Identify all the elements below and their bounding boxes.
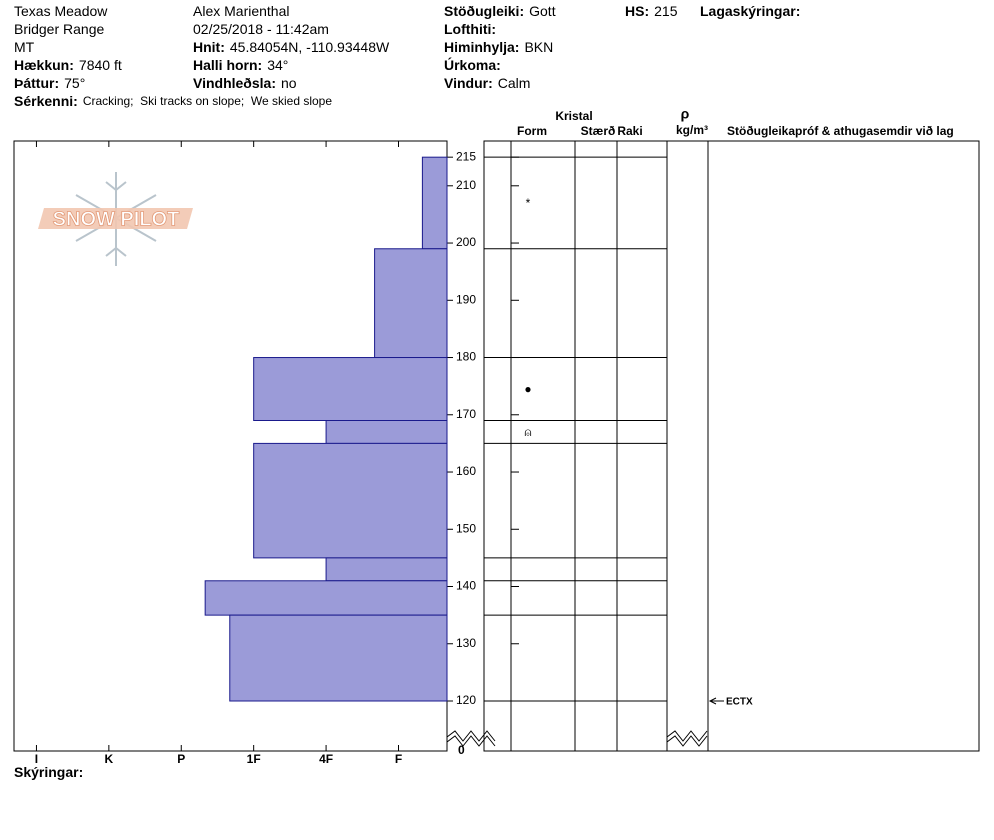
y-tick-label: 210 — [456, 178, 476, 192]
axis-break — [666, 735, 708, 747]
hardness-bar — [253, 357, 448, 421]
field-label: Skýringar: — [14, 764, 83, 780]
hardness-bar — [421, 156, 448, 250]
header-field: Hnit: 45.84054N, -110.93448W — [193, 39, 390, 55]
header-field: Úrkoma: — [444, 56, 501, 73]
field-label: Úrkoma: — [444, 56, 501, 73]
field-value: Texas Meadow — [14, 3, 108, 19]
x-tick-label: P — [177, 752, 185, 766]
comments-header: Stöðugleikapróf & athugasemdir við lag — [727, 124, 954, 138]
field-label: Lofthiti: — [444, 21, 496, 37]
logo-text: SNOW PILOT — [53, 208, 180, 230]
y-tick-label: 150 — [456, 521, 476, 535]
field-value: 7840 ft — [79, 57, 122, 73]
field-value: Alex Marienthal — [193, 3, 290, 19]
grain-form: ⍝ — [524, 425, 531, 439]
y-tick-label: 140 — [456, 579, 476, 593]
column-group: Kristal — [555, 109, 592, 123]
header-field: MT — [14, 39, 35, 55]
header-field: Vindur: Calm — [444, 75, 530, 91]
header-field: Vindhleðsla: no — [193, 75, 297, 91]
field-label: Hnit: — [193, 39, 225, 55]
field-label: Halli horn: — [193, 57, 262, 73]
x-tick-label: K — [105, 752, 114, 766]
header-field: Lagaskýringar: — [700, 3, 800, 19]
x-tick-label: F — [395, 752, 402, 766]
header-field: Himinhylja: BKN — [444, 39, 553, 55]
header-field: HS: 215 — [625, 3, 678, 19]
test-label: ECTX — [726, 697, 753, 708]
hardness-bar — [325, 557, 448, 582]
hardness-bar — [325, 420, 448, 444]
column-header: Form — [517, 124, 547, 138]
field-value: 34° — [267, 57, 288, 73]
field-label: Stöðugleiki: — [444, 3, 524, 19]
density-unit: kg/m³ — [676, 123, 708, 137]
grain-form: ● — [524, 382, 531, 396]
field-label: Sérkenni: — [14, 93, 78, 109]
header-field: Sérkenni: Cracking; Ski tracks on slope; … — [14, 93, 332, 109]
y-break-label: 0 — [458, 743, 465, 757]
y-tick-label: 215 — [456, 149, 476, 163]
header-field: 02/25/2018 - 11:42am — [193, 21, 329, 37]
header-field: Texas Meadow — [14, 3, 108, 19]
field-value: Gott — [529, 3, 556, 19]
field-value: BKN — [524, 39, 553, 55]
x-tick-label: I — [35, 752, 38, 766]
y-tick-label: 190 — [456, 292, 476, 306]
field-value: Calm — [498, 75, 531, 91]
x-tick-label: 4F — [319, 752, 333, 766]
y-tick-label: 200 — [456, 235, 476, 249]
field-label: Himinhylja: — [444, 39, 519, 55]
field-value: Cracking; Ski tracks on slope; We skied … — [83, 94, 333, 108]
y-tick-label: 130 — [456, 636, 476, 650]
grain-form: * — [526, 196, 531, 210]
y-tick-label: 160 — [456, 464, 476, 478]
field-label: Lagaskýringar: — [700, 3, 800, 19]
field-value: Bridger Range — [14, 21, 104, 37]
column-header: Stærð — [581, 124, 616, 138]
field-value: no — [281, 75, 297, 91]
field-value: 45.84054N, -110.93448W — [230, 39, 390, 55]
hardness-bar — [374, 248, 448, 359]
table-frame — [483, 140, 980, 752]
field-value: 02/25/2018 - 11:42am — [193, 21, 329, 37]
table-columns — [510, 141, 709, 751]
hardness-bar — [229, 614, 448, 702]
header-field: Lofthiti: — [444, 21, 496, 37]
field-label: Vindur: — [444, 75, 493, 91]
y-tick-label: 120 — [456, 693, 476, 707]
field-label: Hækkun: — [14, 57, 74, 73]
hardness-bar — [253, 442, 448, 559]
field-value: 75° — [64, 75, 85, 91]
column-header: Raki — [617, 124, 642, 138]
field-label: HS: — [625, 3, 649, 19]
header-field: Bridger Range — [14, 21, 104, 37]
field-value: MT — [14, 39, 35, 55]
header-field: Hækkun: 7840 ft — [14, 57, 122, 73]
field-label: Þáttur: — [14, 75, 59, 91]
header-field: Þáttur: 75° — [14, 75, 85, 91]
axis-break — [666, 730, 708, 742]
density-symbol: ρ — [681, 106, 690, 122]
hardness-bar — [204, 580, 448, 616]
field-value: 215 — [654, 3, 678, 19]
x-tick-label: 1F — [247, 752, 261, 766]
axis-break — [446, 735, 496, 747]
header-field: Halli horn: 34° — [193, 57, 288, 73]
header-field: Skýringar: — [14, 764, 83, 780]
header-field: Alex Marienthal — [193, 3, 290, 19]
test-arrowhead — [708, 697, 717, 705]
header-field: Stöðugleiki: Gott — [444, 3, 556, 19]
logo: SNOW PILOT — [38, 172, 193, 266]
field-label: Vindhleðsla: — [193, 75, 276, 91]
y-tick-label: 170 — [456, 407, 476, 421]
y-tick-label: 180 — [456, 350, 476, 364]
axis-break — [446, 730, 496, 742]
